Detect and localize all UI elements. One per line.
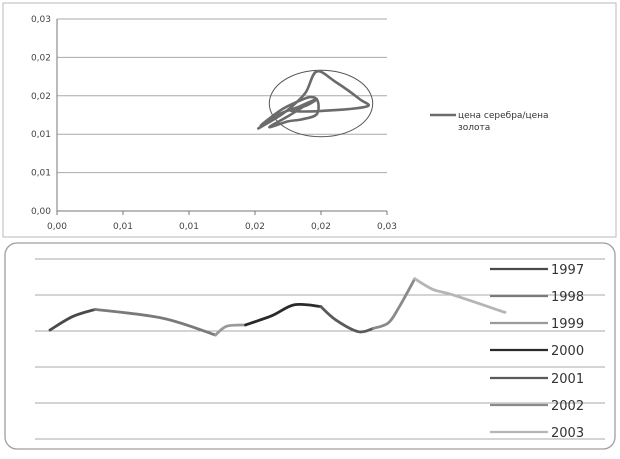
top-y-tick-label: 0,00 [31,207,51,217]
bottom-series-2000 [244,302,323,327]
top-x-tick-label: 0,03 [377,222,397,232]
top-x-tick-label: 0,01 [179,222,199,232]
bottom-legend-label: 2003 [551,426,584,441]
top-chart: 0,00 0,01 0,01 0,02 0,02 0,03 0,00 0,01 0,01 0,02… [31,15,549,232]
top-legend-label: цена серебра/цена [458,111,549,121]
top-chart-frame [2,2,617,238]
bottom-series-2001 [319,305,375,334]
bottom-legend-label: 1998 [551,290,584,305]
bottom-series-2002 [371,277,417,330]
bottom-chart-frame [4,242,616,450]
top-x-tick-label: 0,02 [245,222,265,232]
bottom-series-1997 [48,308,97,332]
bottom-legend-label: 1999 [551,317,584,332]
top-x-tick-label: 0,01 [113,222,133,232]
top-series-line [257,69,371,130]
top-y-tick-label: 0,03 [31,15,51,25]
bottom-chart: 1997 1998 1999 2000 2001 2002 2003 [35,258,605,441]
bottom-legend-label: 1997 [551,263,584,278]
top-y-tick-label: 0,02 [31,53,51,63]
top-x-tick-label: 0,02 [311,222,331,232]
top-y-tick-label: 0,02 [31,92,51,102]
top-y-tick-label: 0,01 [31,169,51,179]
bottom-series-1999 [214,323,247,337]
top-highlight-ellipse [268,69,374,138]
top-x-tick-label: 0,00 [47,222,67,232]
bottom-legend-label: 2002 [551,399,584,414]
bottom-series-1998 [93,308,217,337]
bottom-legend-label: 2000 [551,344,584,359]
bottom-legend-label: 2001 [551,372,584,387]
top-y-tick-label: 0,01 [31,130,51,140]
bottom-series-2003 [413,277,507,314]
top-legend-label-cont: золота [458,123,490,133]
